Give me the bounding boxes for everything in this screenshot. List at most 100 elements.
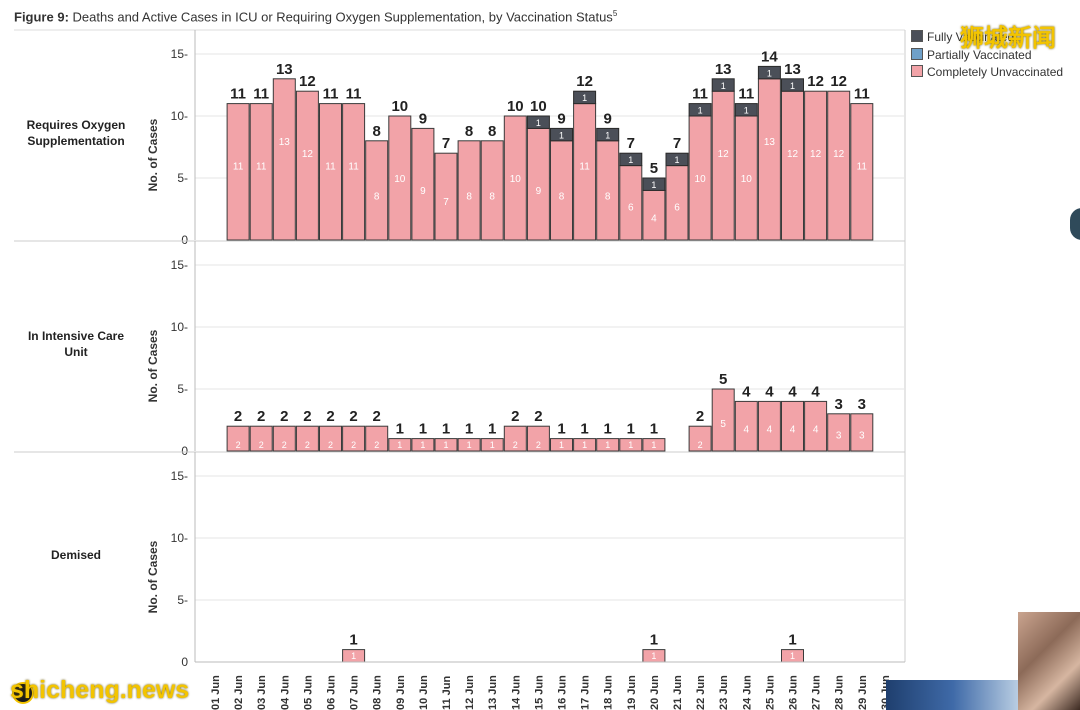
- bar-segment-label: 1: [651, 180, 656, 190]
- legend-swatch-unvaccinated: [911, 65, 923, 77]
- legend-label-partially: Partially Vaccinated: [927, 48, 1032, 62]
- blurred-overlay-bar: [886, 680, 1020, 710]
- bar-segment-label: 1: [651, 651, 656, 661]
- x-tick-label: 06 Jun: [326, 675, 338, 710]
- x-tick-label: 20 Jun: [649, 675, 661, 710]
- side-scroll-button[interactable]: [1070, 208, 1080, 240]
- y-tick-label: 5-: [177, 382, 188, 396]
- bar-total-label: 1: [650, 632, 658, 649]
- x-tick-label: 09 Jun: [395, 675, 407, 710]
- bar-segment-label: 1: [651, 440, 656, 450]
- bar-total-label: 8: [465, 123, 473, 140]
- bar-segment-label: 10: [510, 174, 522, 185]
- bar-total-label: 13: [715, 61, 732, 78]
- y-tick-label: 5-: [177, 171, 188, 185]
- bar-segment-label: 11: [857, 162, 868, 173]
- bar-unvaccinated: [827, 90, 851, 241]
- bar-total-label: 4: [788, 383, 797, 400]
- bar-unvaccinated: [757, 78, 781, 241]
- bar-total-label: 1: [396, 421, 404, 438]
- x-tick-label: 03 Jun: [256, 675, 268, 710]
- x-tick-label: 25 Jun: [764, 675, 776, 710]
- bar-total-label: 2: [373, 408, 381, 425]
- bar-total-label: 2: [696, 408, 704, 425]
- bar-unvaccinated: [457, 438, 481, 452]
- bar-total-label: 2: [257, 408, 265, 425]
- x-tick-label: 10 Jun: [418, 675, 430, 710]
- bar-segment-label: 8: [605, 191, 611, 202]
- legend-item-partially: Partially Vaccinated: [911, 48, 1032, 62]
- bar-total-label: 11: [230, 86, 246, 103]
- bar-total-label: 10: [530, 98, 547, 115]
- legend-label-fully: Fully Vaccinated: [927, 30, 1015, 44]
- bar-unvaccinated: [503, 115, 527, 241]
- bar-unvaccinated: [642, 438, 666, 452]
- bar-total-label: 13: [276, 61, 293, 78]
- bar-segment-label: 1: [790, 651, 795, 661]
- bar-unvaccinated: [804, 400, 828, 452]
- bar-unvaccinated: [272, 425, 296, 452]
- bar-segment-label: 1: [559, 130, 564, 140]
- bar-segment-label: 1: [351, 651, 356, 661]
- bar-segment-label: 11: [325, 162, 336, 173]
- y-tick-label: 0: [181, 655, 188, 669]
- bar-unvaccinated: [850, 103, 874, 241]
- bar-total-label: 1: [627, 421, 635, 438]
- bar-segment-label: 1: [490, 440, 495, 450]
- panel-row-label: In Intensive Care: [28, 329, 124, 343]
- bar-fully-vaccinated: [757, 65, 781, 80]
- bar-total-label: 2: [534, 408, 542, 425]
- bar-unvaccinated: [526, 127, 550, 241]
- bar-segment-label: 10: [394, 174, 406, 185]
- bar-total-label: 7: [627, 135, 635, 152]
- bar-segment-label: 6: [674, 203, 680, 214]
- bar-fully-vaccinated: [550, 127, 573, 142]
- bar-unvaccinated: [226, 425, 250, 452]
- bar-unvaccinated: [457, 140, 481, 241]
- bar-unvaccinated: [503, 425, 527, 452]
- bar-total-label: 11: [346, 86, 362, 103]
- blurred-video-thumbnail: [1018, 612, 1080, 710]
- watermark-logo-icon: [12, 682, 34, 704]
- bar-total-label: 1: [557, 421, 565, 438]
- bar-segment-label: 10: [695, 174, 707, 185]
- bar-segment-label: 1: [767, 68, 772, 78]
- bar-total-label: 3: [835, 396, 843, 413]
- x-tick-label: 08 Jun: [372, 675, 384, 710]
- bar-unvaccinated: [365, 425, 389, 452]
- bar-total-label: 8: [373, 123, 381, 140]
- bar-total-label: 7: [442, 135, 450, 152]
- bar-unvaccinated: [480, 140, 504, 241]
- bar-unvaccinated: [342, 103, 366, 241]
- y-tick-label: 15-: [171, 47, 188, 61]
- bar-total-label: 11: [323, 86, 339, 103]
- bar-segment-label: 8: [466, 191, 472, 202]
- bar-total-label: 4: [742, 383, 751, 400]
- bar-unvaccinated: [434, 152, 458, 241]
- bar-segment-label: 12: [833, 149, 845, 160]
- bar-fully-vaccinated: [642, 177, 666, 191]
- x-tick-label: 22 Jun: [695, 675, 707, 710]
- panel-row-label: Unit: [64, 345, 87, 359]
- bar-unvaccinated: [411, 438, 435, 452]
- bar-segment-label: 12: [810, 149, 822, 160]
- bar-unvaccinated: [249, 425, 273, 452]
- bar-segment-label: 2: [305, 440, 310, 450]
- x-tick-label: 17 Jun: [580, 675, 592, 710]
- y-tick-label: 15-: [171, 258, 188, 272]
- bar-segment-label: 12: [718, 149, 730, 160]
- bar-unvaccinated: [734, 400, 758, 452]
- x-tick-label: 04 Jun: [279, 675, 291, 710]
- bar-segment-label: 2: [351, 440, 356, 450]
- bar-unvaccinated: [757, 400, 781, 452]
- bar-total-label: 9: [604, 110, 612, 127]
- bar-segment-label: 9: [420, 186, 426, 197]
- y-tick-label: 5-: [177, 593, 188, 607]
- bar-unvaccinated: [272, 78, 296, 241]
- bar-unvaccinated: [434, 438, 458, 452]
- bar-fully-vaccinated: [619, 152, 643, 167]
- y-tick-label: 10-: [171, 320, 188, 334]
- bar-segment-label: 2: [513, 440, 518, 450]
- bar-segment-label: 10: [741, 174, 753, 185]
- bar-total-label: 11: [692, 86, 708, 103]
